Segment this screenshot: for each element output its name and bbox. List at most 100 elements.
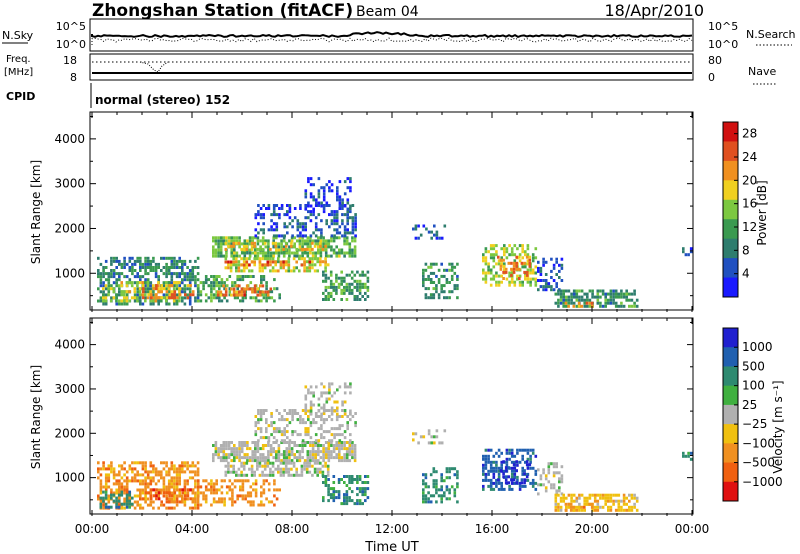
data-cell bbox=[301, 236, 304, 240]
data-cell bbox=[500, 481, 503, 485]
data-cell bbox=[614, 493, 618, 497]
data-cell bbox=[175, 482, 179, 486]
data-cell bbox=[194, 275, 197, 279]
data-cell bbox=[513, 472, 517, 476]
data-cell bbox=[275, 488, 279, 492]
data-cell bbox=[253, 244, 256, 248]
data-cell bbox=[233, 236, 236, 240]
data-cell bbox=[246, 491, 250, 495]
data-cell bbox=[257, 222, 260, 226]
data-cell bbox=[183, 287, 187, 291]
data-cell bbox=[245, 473, 249, 477]
data-cell bbox=[298, 459, 302, 463]
data-cell bbox=[531, 484, 535, 488]
data-cell bbox=[196, 256, 200, 260]
data-cell bbox=[184, 497, 187, 501]
data-cell bbox=[317, 251, 320, 255]
data-cell bbox=[562, 301, 565, 305]
data-cell bbox=[298, 456, 302, 460]
data-cell bbox=[332, 487, 336, 491]
data-cell bbox=[112, 493, 116, 497]
data-cell bbox=[240, 464, 243, 468]
data-cell bbox=[99, 500, 103, 504]
data-cell bbox=[269, 257, 272, 261]
data-cell bbox=[251, 459, 254, 463]
data-cell bbox=[329, 285, 333, 289]
y-tick-label: 3000 bbox=[54, 382, 85, 396]
data-cell bbox=[575, 292, 579, 296]
data-cell bbox=[508, 451, 511, 455]
data-cell bbox=[345, 502, 349, 506]
data-cell bbox=[303, 266, 306, 270]
data-cell bbox=[288, 421, 292, 425]
data-cell bbox=[183, 275, 187, 279]
data-cell bbox=[340, 459, 344, 463]
data-cell bbox=[484, 274, 488, 278]
data-cell bbox=[528, 255, 532, 259]
data-cell bbox=[336, 186, 339, 190]
data-cell bbox=[233, 479, 237, 483]
data-cell bbox=[136, 256, 139, 260]
data-cell bbox=[349, 207, 352, 210]
data-cell bbox=[558, 263, 561, 267]
data-cell bbox=[583, 505, 586, 509]
data-cell bbox=[599, 304, 602, 308]
data-cell bbox=[309, 195, 313, 199]
data-cell bbox=[235, 470, 238, 474]
data-cell bbox=[110, 296, 113, 300]
data-cell bbox=[324, 269, 327, 273]
data-cell bbox=[319, 257, 322, 261]
data-cell bbox=[622, 502, 626, 506]
data-cell bbox=[142, 290, 145, 294]
power-colorbar-label: Power [dB] bbox=[755, 180, 769, 245]
y-tick-label: 4000 bbox=[54, 338, 85, 352]
data-cell bbox=[280, 418, 284, 422]
velocity-ylabel: Slant Range [km] bbox=[29, 365, 43, 469]
data-cell bbox=[614, 499, 618, 503]
data-cell bbox=[456, 284, 459, 288]
data-cell bbox=[348, 288, 351, 292]
data-cell bbox=[336, 189, 339, 193]
data-cell bbox=[120, 467, 124, 471]
data-cell bbox=[322, 189, 326, 193]
data-cell bbox=[241, 482, 245, 486]
data-cell bbox=[612, 301, 615, 305]
data-cell bbox=[189, 488, 192, 492]
data-cell bbox=[346, 424, 349, 428]
data-cell bbox=[204, 299, 208, 303]
data-cell bbox=[157, 470, 160, 474]
data-cell bbox=[136, 296, 139, 300]
data-cell bbox=[504, 466, 508, 470]
data-cell bbox=[351, 415, 355, 418]
data-cell bbox=[204, 278, 208, 282]
data-cell bbox=[309, 403, 313, 407]
data-cell bbox=[327, 276, 330, 280]
colorbar-swatch bbox=[723, 141, 738, 162]
data-cell bbox=[284, 467, 288, 471]
data-cell bbox=[170, 476, 174, 480]
data-cell bbox=[199, 281, 203, 285]
data-cell bbox=[682, 247, 685, 251]
data-cell bbox=[440, 488, 443, 492]
data-cell bbox=[309, 219, 313, 223]
data-cell bbox=[291, 412, 294, 415]
data-cell bbox=[291, 433, 294, 437]
data-cell bbox=[186, 266, 189, 269]
data-cell bbox=[497, 262, 501, 266]
data-cell bbox=[290, 473, 293, 477]
data-cell bbox=[254, 415, 258, 418]
data-cell bbox=[572, 508, 576, 512]
data-cell bbox=[308, 257, 312, 261]
data-cell bbox=[448, 491, 451, 495]
colorbar-swatch bbox=[723, 443, 738, 464]
data-cell bbox=[258, 263, 262, 267]
data-cell bbox=[104, 259, 108, 263]
data-cell bbox=[513, 481, 517, 485]
data-cell bbox=[280, 204, 284, 207]
data-cell bbox=[210, 479, 213, 483]
data-cell bbox=[550, 276, 553, 279]
data-cell bbox=[128, 290, 131, 294]
data-cell bbox=[307, 430, 310, 434]
data-cell bbox=[154, 470, 158, 474]
data-cell bbox=[97, 497, 100, 501]
